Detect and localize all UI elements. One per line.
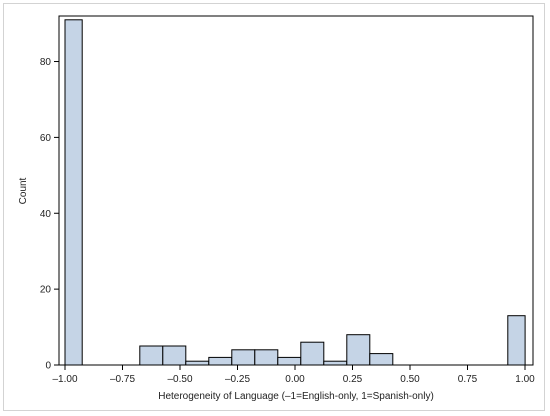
x-axis-title: Heterogeneity of Language (–1=English-on… bbox=[158, 391, 434, 402]
histogram-bar bbox=[231, 349, 256, 366]
histogram-bar bbox=[369, 353, 394, 366]
bars-group bbox=[64, 19, 526, 366]
x-axis: –1.00 –0.75 –0.50 –0.25 0.00 0.25 0.50 0.75 1.00 bbox=[52, 365, 535, 385]
x-tick-label: 0.00 bbox=[285, 374, 305, 385]
histogram-bar bbox=[507, 315, 526, 366]
histogram-bar bbox=[346, 334, 371, 366]
y-axis-title: Count bbox=[18, 177, 29, 204]
y-tick-label: 40 bbox=[40, 209, 52, 220]
x-tick-label: 0.25 bbox=[343, 374, 363, 385]
y-tick-label: 0 bbox=[45, 361, 51, 372]
histogram-chart: –1.00 –0.75 –0.50 –0.25 0.00 0.25 0.50 0.75 1.00… bbox=[18, 15, 535, 402]
x-tick-label: 0.75 bbox=[458, 374, 478, 385]
histogram-bar bbox=[277, 356, 302, 366]
x-tick-label: –0.75 bbox=[110, 374, 135, 385]
x-tick-label: –0.50 bbox=[167, 374, 192, 385]
plot-area bbox=[58, 15, 534, 366]
histogram-bar bbox=[208, 356, 233, 366]
histogram-bar bbox=[323, 360, 348, 366]
y-tick-label: 80 bbox=[40, 57, 52, 68]
x-tick-label: 0.50 bbox=[400, 374, 420, 385]
chart-frame: –1.00 –0.75 –0.50 –0.25 0.00 0.25 0.50 0.75 1.00… bbox=[3, 3, 545, 411]
y-tick-label: 60 bbox=[40, 133, 52, 144]
histogram-bar bbox=[185, 360, 210, 366]
x-tick-label: 1.00 bbox=[515, 374, 535, 385]
histogram-bar bbox=[300, 341, 325, 366]
y-axis: 0 20 40 60 80 bbox=[40, 57, 59, 372]
x-tick-label: –1.00 bbox=[52, 374, 77, 385]
histogram-bar bbox=[64, 19, 83, 366]
histogram-bar bbox=[139, 345, 164, 366]
x-tick-label: –0.25 bbox=[225, 374, 250, 385]
y-tick-label: 20 bbox=[40, 285, 52, 296]
histogram-bar bbox=[162, 345, 187, 366]
histogram-bar bbox=[254, 349, 279, 366]
